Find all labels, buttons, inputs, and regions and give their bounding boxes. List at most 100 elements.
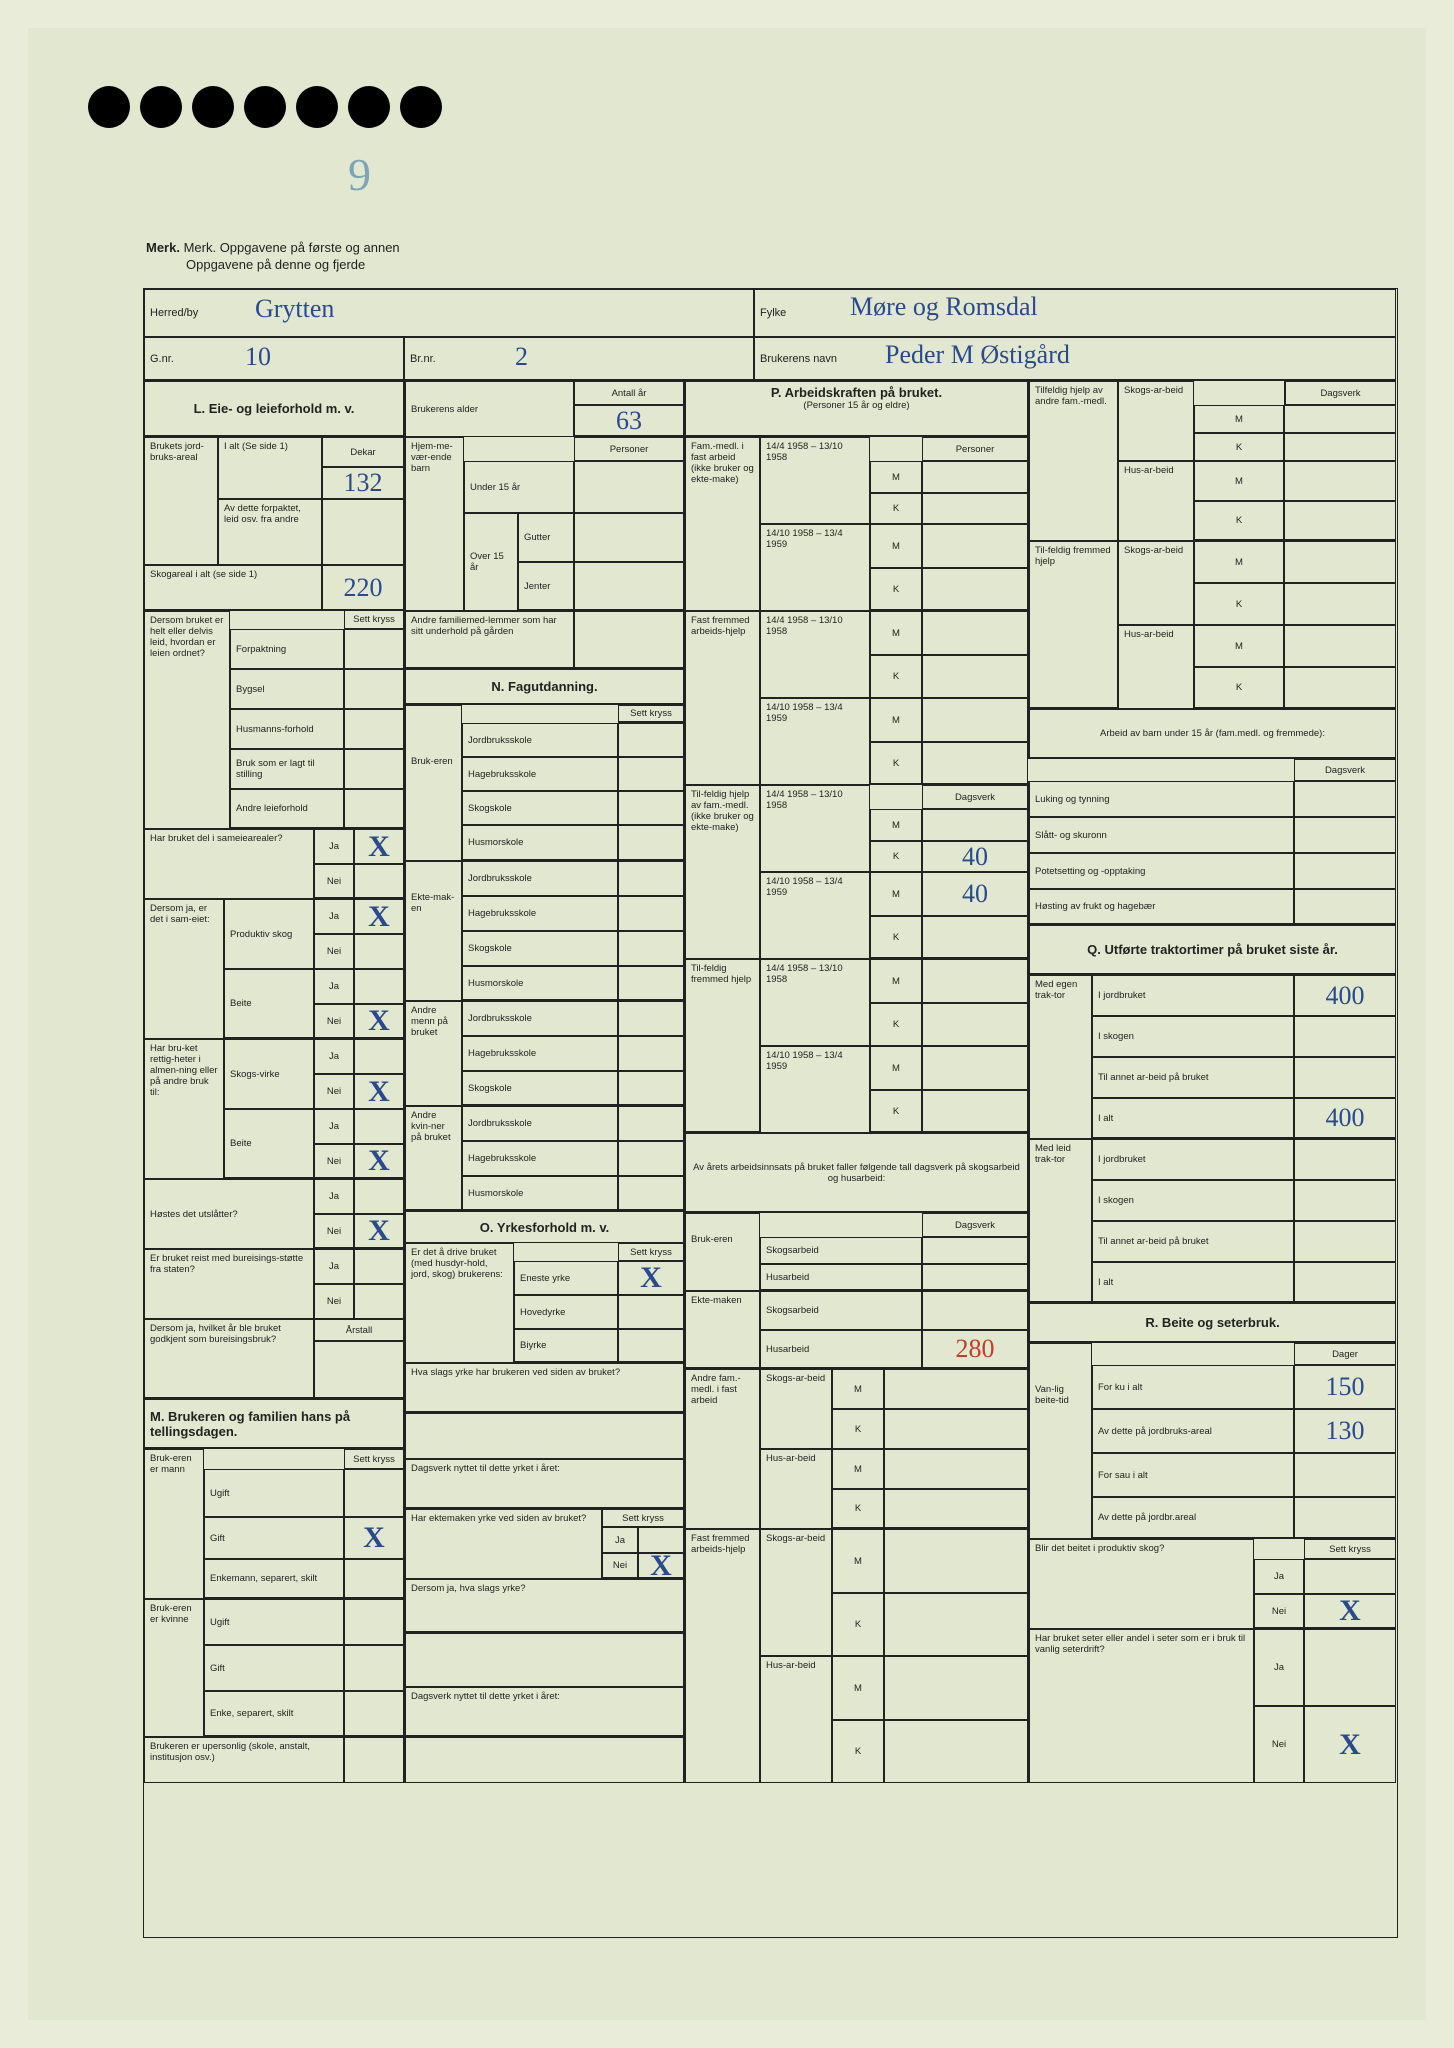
- o-hoved: Hovedyrke: [514, 1295, 618, 1329]
- r-luking-v: [1294, 781, 1396, 817]
- q-e-skog: I skogen: [1092, 1016, 1294, 1057]
- r-ta-hm: M: [1194, 461, 1284, 501]
- p-tfr-d1: 14/4 1958 – 13/10 1958: [760, 959, 870, 1046]
- m-ugift-x: [344, 1469, 404, 1517]
- n-skog2-x: [618, 931, 684, 966]
- n-jord3: Jordbruksskole: [462, 1001, 618, 1036]
- p-af-sk-v: [884, 1409, 1028, 1449]
- herred-label: Herred/by: [150, 307, 198, 319]
- q-l-annet-v: [1294, 1221, 1396, 1262]
- r-tf-skog: Skogs-ar-beid: [1118, 541, 1194, 625]
- under15: Under 15 år: [464, 461, 574, 513]
- beite-ja: Ja: [314, 969, 354, 1004]
- sameie-q: Har bruket del i sameiearealer?: [144, 829, 314, 899]
- p-ff2-sm-v: [884, 1529, 1028, 1593]
- section-o-title: O. Yrkesforhold m. v.: [404, 1211, 684, 1243]
- p-r2-m: M: [870, 524, 922, 568]
- m-gift: Gift: [204, 1517, 344, 1559]
- n-ektemaken: Ekte-mak-en: [404, 861, 462, 1001]
- r-ta-sk-v: [1284, 433, 1396, 461]
- dekar-label: Dekar: [322, 437, 404, 467]
- q-med-leid: Med leid trak-tor: [1028, 1139, 1092, 1303]
- sameie-nei-x: [354, 864, 404, 899]
- dersom-sameiet: Dersom ja, er det i sam-eiet:: [144, 899, 224, 1039]
- under15-val: [574, 461, 684, 513]
- p-ff-d1: 14/4 1958 – 13/10 1958: [760, 611, 870, 698]
- o-settkryss2: Sett kryss: [602, 1509, 684, 1527]
- p-fam-medl: Fam.-medl. i fast arbeid (ikke bruker og…: [684, 437, 760, 611]
- p-e-skog: Skogsarbeid: [760, 1291, 922, 1330]
- p-r2-period: 14/10 1958 – 13/4 1959: [760, 524, 870, 611]
- bureising-nei: Nei: [314, 1284, 354, 1319]
- sameie-nei-lbl: Nei: [314, 864, 354, 899]
- gutter-val: [574, 513, 684, 562]
- r-s-ja: Ja: [1254, 1629, 1304, 1706]
- r-bs-nei: Nei: [1254, 1594, 1304, 1629]
- bureising-nei-x: [354, 1284, 404, 1319]
- p-af-hm: M: [832, 1449, 884, 1489]
- o-biyrke-x: [618, 1329, 684, 1363]
- beite-nei: Nei: [314, 1004, 354, 1039]
- prodskog-nei-x: [354, 934, 404, 969]
- skogsvirke-ja-x: [354, 1039, 404, 1074]
- r-tilfeldig-andre: Tilfeldig hjelp av andre fam.-medl.: [1028, 381, 1118, 541]
- forpaktning-x: [344, 629, 404, 669]
- m-enkemann: Enkemann, separert, skilt: [204, 1559, 344, 1599]
- fylke-value: Møre og Romsdal: [850, 292, 1038, 322]
- p-tf-k1: K: [870, 841, 922, 872]
- r-tilfeldig-fremmed: Til-feldig fremmed hjelp: [1028, 541, 1118, 709]
- n-hage1: Hagebruksskole: [462, 757, 618, 791]
- fylke-cell: Fylke Møre og Romsdal: [754, 289, 1396, 337]
- r-ta-hk-v: [1284, 501, 1396, 541]
- r-slatt: Slått- og skuronn: [1028, 817, 1294, 853]
- brnr-value: 2: [515, 342, 528, 372]
- r-dagsverk: Dagsverk: [1284, 381, 1396, 405]
- prodskog-ja: Ja: [314, 899, 354, 934]
- r-dager-lbl: Dager: [1294, 1343, 1396, 1365]
- o-hva-slags: Hva slags yrke har brukeren ved siden av…: [404, 1363, 684, 1413]
- q-med-egen: Med egen trak-tor: [1028, 975, 1092, 1139]
- section-l-title: L. Eie- og leieforhold m. v.: [144, 381, 404, 437]
- r-potet: Potetsetting og -opptaking: [1028, 853, 1294, 889]
- n-hage1-x: [618, 757, 684, 791]
- p-tilfeldig-fam: Til-feldig hjelp av fam.-medl. (ikke bru…: [684, 785, 760, 959]
- n-hage2: Hagebruksskole: [462, 896, 618, 931]
- upersonlig-x: [344, 1737, 404, 1783]
- p-ff-m2: M: [870, 698, 922, 742]
- r-seter: Har bruket seter eller andel i seter som…: [1028, 1629, 1254, 1783]
- p-r1-m: M: [870, 461, 922, 493]
- q-l-jord: I jordbruket: [1092, 1139, 1294, 1180]
- o-dagsverk2: Dagsverk nyttet til dette yrket i året:: [404, 1687, 684, 1737]
- r-hosting: Høsting av frukt og hagebær: [1028, 889, 1294, 925]
- bruk-mann: Bruk-eren er mann: [144, 1449, 204, 1599]
- dersom-bureising: Dersom ja, hvilket år ble bruket godkjen…: [144, 1319, 314, 1399]
- m-settkryss: Sett kryss: [344, 1449, 404, 1469]
- r-tf-sm: M: [1194, 541, 1284, 583]
- p-af-skog: Skogs-ar-beid: [760, 1369, 832, 1449]
- p-ff2-hm: M: [832, 1656, 884, 1720]
- q-e-annet-v: [1294, 1057, 1396, 1098]
- bygsel: Bygsel: [230, 669, 344, 709]
- n-hage2-x: [618, 896, 684, 931]
- p-tf-k2: K: [870, 916, 922, 959]
- p-ff2-hk-v: [884, 1720, 1028, 1783]
- bureising-ja-x: [354, 1249, 404, 1284]
- bruk-stilling-x: [344, 749, 404, 789]
- p-b-skog-v: [922, 1237, 1028, 1264]
- skogareal-label: Skogareal i alt (se side 1): [144, 565, 322, 611]
- alder-label: Brukerens alder: [404, 381, 574, 437]
- fylke-label: Fylke: [760, 307, 786, 319]
- p-af-hk-v: [884, 1489, 1028, 1529]
- p-tf-k1-v: 40: [922, 841, 1028, 872]
- r-ta-sm: M: [1194, 405, 1284, 433]
- husmanns-x: [344, 709, 404, 749]
- prodskog-ja-x: X: [354, 899, 404, 934]
- p-r1-k-v: [922, 493, 1028, 524]
- dekar-value: 132: [322, 467, 404, 499]
- p-tfr-k1-v: [922, 1003, 1028, 1046]
- utslatter-ja-x: [354, 1179, 404, 1214]
- brukernavn-label: Brukerens navn: [760, 353, 837, 365]
- m-ugift: Ugift: [204, 1469, 344, 1517]
- p-ff2-sm: M: [832, 1529, 884, 1593]
- p-tf-m1: M: [870, 809, 922, 841]
